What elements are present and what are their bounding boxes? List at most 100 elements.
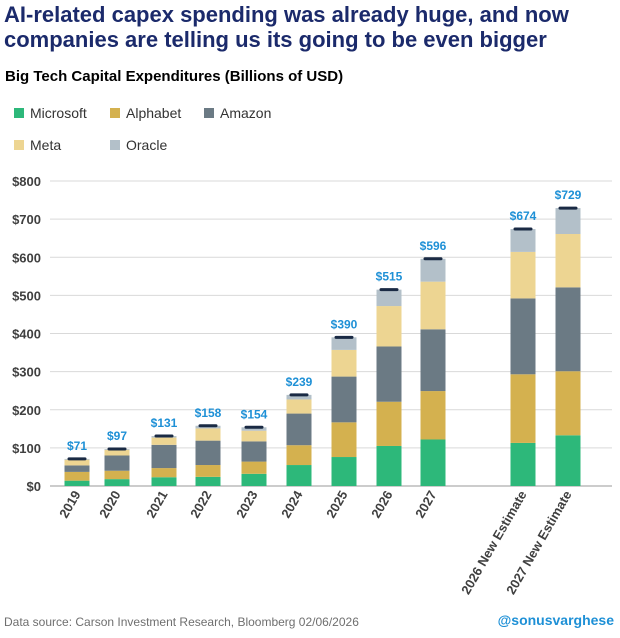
bar-segment-microsoft xyxy=(376,445,402,486)
y-tick-label: $400 xyxy=(12,327,41,342)
stacked-bar-chart: $0 $100 $200 $300 $400 $500 $600 $700 $800 $71 201… xyxy=(12,174,612,597)
x-tick-label: 2021 xyxy=(143,488,170,521)
bar-segment-amazon xyxy=(420,329,446,392)
bar-segment-alphabet xyxy=(64,471,90,481)
y-tick-label: $700 xyxy=(12,212,41,227)
bar-segment-microsoft xyxy=(104,479,130,486)
bar-segment-alphabet xyxy=(151,468,177,478)
legend-label-amazon: Amazon xyxy=(220,105,272,121)
bar-segment-meta xyxy=(555,233,581,288)
total-label: $131 xyxy=(151,416,178,430)
legend-swatch-amazon xyxy=(204,108,214,118)
y-tick-label: $200 xyxy=(12,403,41,418)
bar-segment-amazon xyxy=(376,346,402,402)
bar-segment-amazon xyxy=(104,455,130,471)
legend-swatch-microsoft xyxy=(14,108,24,118)
legend-item-microsoft: Microsoft xyxy=(14,105,87,121)
bar-segment-oracle xyxy=(241,427,267,431)
bar-segment-meta xyxy=(331,349,357,377)
bar-segment-meta xyxy=(195,428,221,441)
y-tick-label: $300 xyxy=(12,365,41,380)
x-tick-label: 2019 xyxy=(56,488,83,521)
chart-headline: AI-related capex spending was already hu… xyxy=(4,2,616,52)
legend-swatch-alphabet xyxy=(110,108,120,118)
bar-segment-alphabet xyxy=(510,374,536,443)
legend-label-alphabet: Alphabet xyxy=(126,105,182,121)
bar-segment-oracle xyxy=(331,337,357,350)
bar-segment-microsoft xyxy=(420,439,446,486)
bar-segment-microsoft xyxy=(286,465,312,486)
bar-segment-microsoft xyxy=(331,457,357,486)
x-tick-label: 2024 xyxy=(278,487,306,520)
bar-segment-amazon xyxy=(510,298,536,375)
bar-segment-amazon xyxy=(555,287,581,372)
bar-segment-oracle xyxy=(420,258,446,282)
legend-item-alphabet: Alphabet xyxy=(110,105,181,121)
legend-item-amazon: Amazon xyxy=(204,105,271,121)
data-source-note: Data source: Carson Investment Research,… xyxy=(4,615,359,629)
bar-segment-amazon xyxy=(64,465,90,472)
author-handle[interactable]: @sonusvarghese xyxy=(497,612,614,628)
bar-segment-oracle xyxy=(510,229,536,252)
bar-segment-alphabet xyxy=(331,422,357,458)
headline-line-1: AI-related capex spending was already hu… xyxy=(4,2,569,27)
legend-label-meta: Meta xyxy=(30,137,62,153)
x-tick-label: 2020 xyxy=(96,488,123,521)
total-label: $154 xyxy=(241,407,268,421)
x-tick-label: 2022 xyxy=(187,488,214,521)
legend-label-oracle: Oracle xyxy=(126,137,168,153)
bar-segment-amazon xyxy=(331,376,357,423)
y-tick-label: $600 xyxy=(12,250,41,265)
bar-segment-meta xyxy=(420,281,446,330)
bar-segment-alphabet xyxy=(555,371,581,436)
y-tick-label: $0 xyxy=(27,479,41,494)
bar-segment-amazon xyxy=(195,440,221,466)
headline-line-2: companies are telling us its going to be… xyxy=(4,27,547,52)
x-tick-label: 2025 xyxy=(323,488,350,521)
bar-segment-oracle xyxy=(376,289,402,307)
bar-segment-microsoft xyxy=(195,476,221,486)
total-label: $390 xyxy=(331,317,358,331)
x-tick-label: 2026 xyxy=(368,488,395,521)
bar-segment-microsoft xyxy=(64,480,90,486)
y-tick-label: $500 xyxy=(12,288,41,303)
total-label: $158 xyxy=(195,406,222,420)
y-tick-label: $100 xyxy=(12,441,41,456)
bar-segment-alphabet xyxy=(241,461,267,474)
x-tick-label: 2023 xyxy=(233,488,260,521)
bar-segment-amazon xyxy=(241,441,267,462)
bar-segment-meta xyxy=(151,437,177,445)
bar-segment-microsoft xyxy=(510,442,536,486)
legend-swatch-meta xyxy=(14,140,24,150)
bar-segment-microsoft xyxy=(151,477,177,486)
bar-segment-microsoft xyxy=(241,473,267,486)
bar-segment-meta xyxy=(241,430,267,442)
legend-item-oracle: Oracle xyxy=(110,137,167,153)
y-tick-label: $800 xyxy=(12,174,41,189)
total-label: $515 xyxy=(376,270,403,284)
bar-segment-amazon xyxy=(286,413,312,446)
legend-label-microsoft: Microsoft xyxy=(30,105,87,121)
bar-segment-meta xyxy=(376,306,402,347)
total-label: $239 xyxy=(286,375,313,389)
legend-swatch-oracle xyxy=(110,140,120,150)
bar-segment-alphabet xyxy=(420,391,446,440)
bar-segment-meta xyxy=(104,449,130,456)
total-label: $729 xyxy=(555,188,582,202)
total-label: $674 xyxy=(510,209,537,223)
bar-segment-microsoft xyxy=(555,435,581,486)
bar-segment-alphabet xyxy=(104,470,130,480)
bar-segment-alphabet xyxy=(376,401,402,446)
total-label: $97 xyxy=(107,429,127,443)
bar-segment-oracle xyxy=(286,394,312,400)
bar-segment-meta xyxy=(510,251,536,299)
bar-segment-meta xyxy=(286,399,312,414)
legend-item-meta: Meta xyxy=(14,137,61,153)
bar-segment-alphabet xyxy=(286,445,312,466)
bar-segment-meta xyxy=(64,459,90,466)
bar-segment-alphabet xyxy=(195,465,221,477)
chart-title: Big Tech Capital Expenditures (Billions … xyxy=(5,68,344,85)
x-tick-label: 2027 xyxy=(412,488,439,521)
total-label: $596 xyxy=(420,239,447,253)
bar-segment-amazon xyxy=(151,444,177,469)
